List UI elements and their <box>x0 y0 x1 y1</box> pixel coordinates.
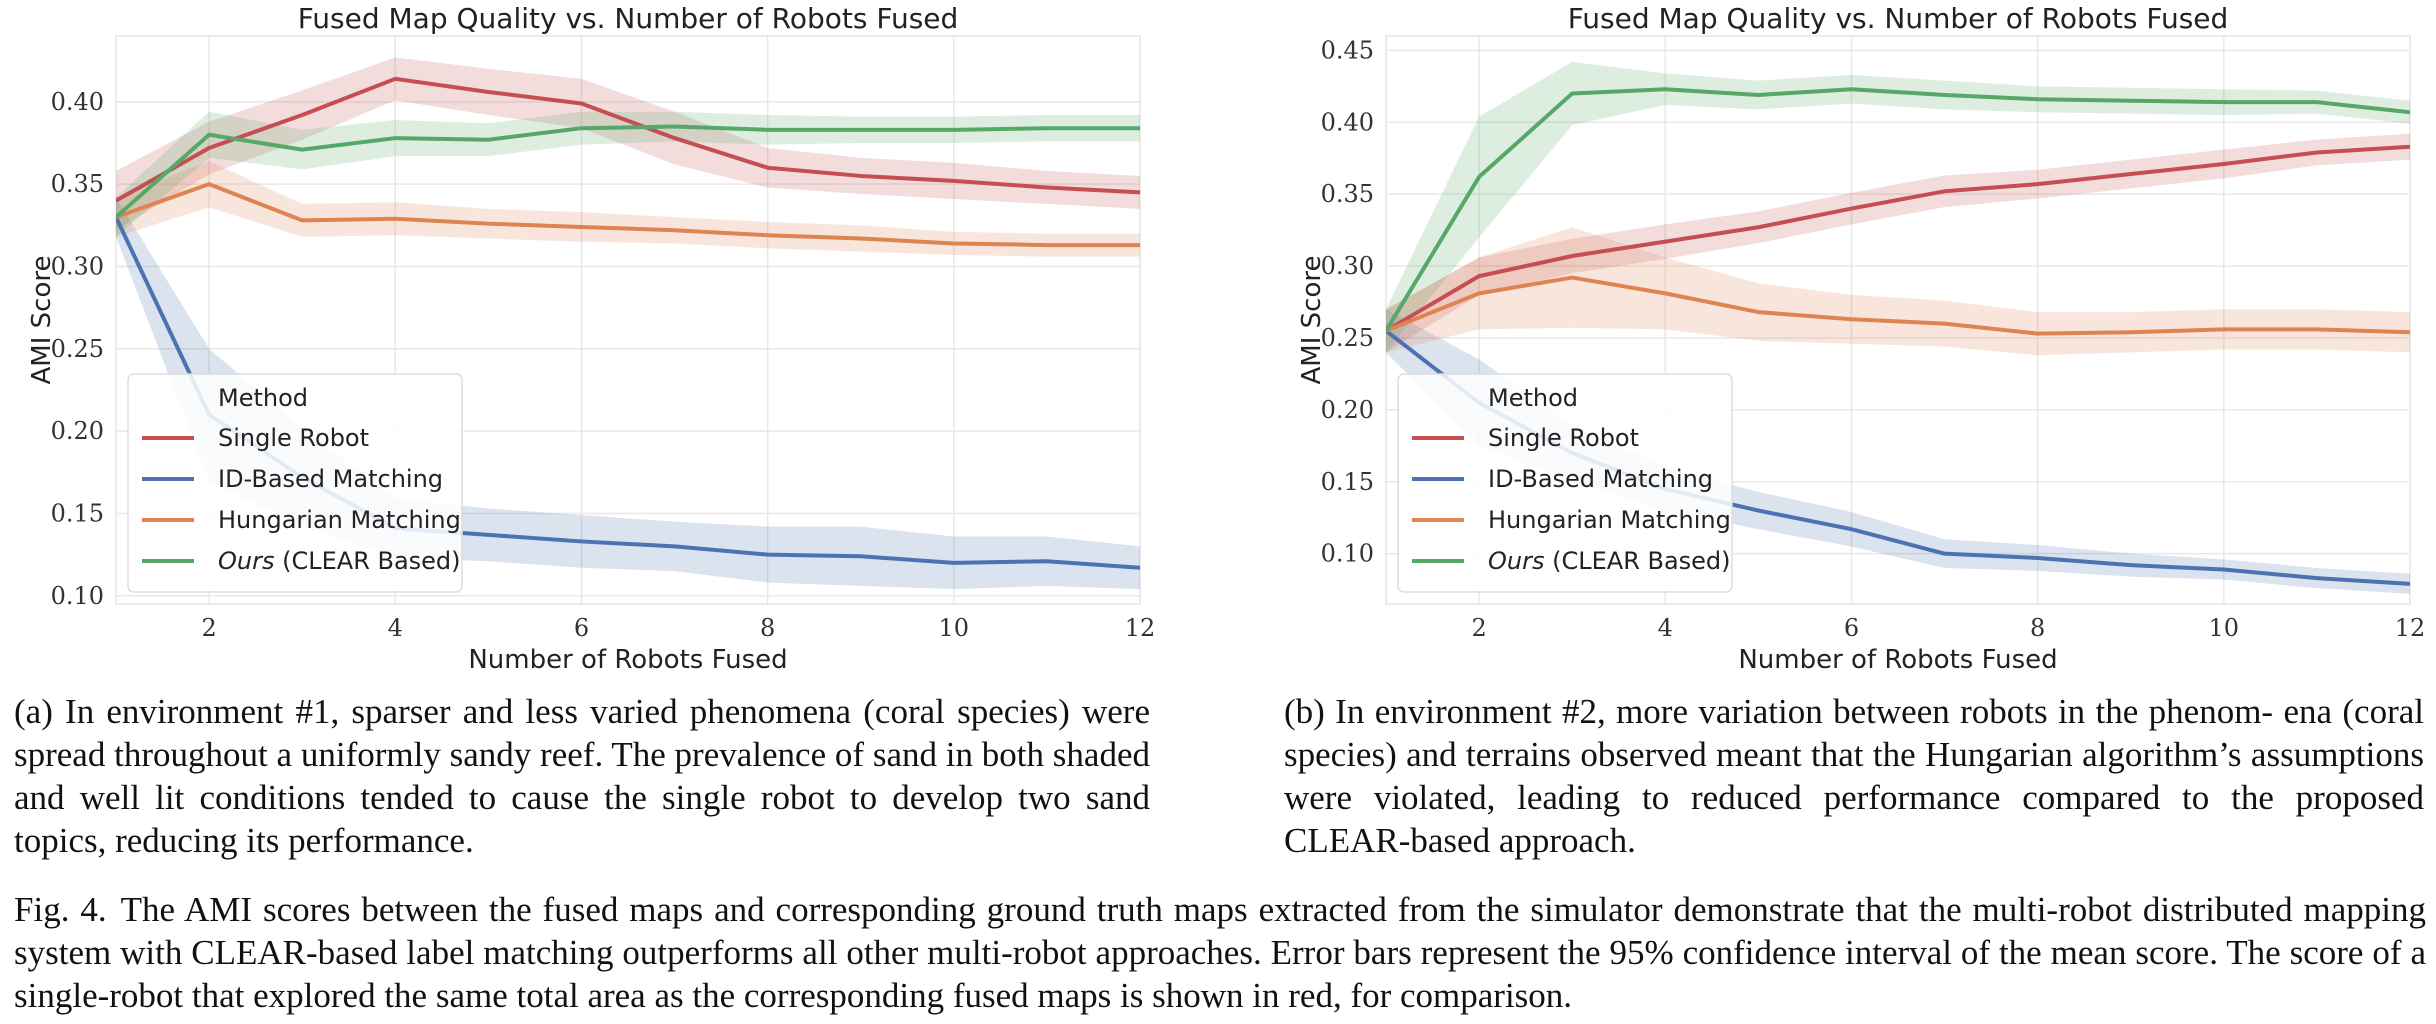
confidence-band <box>116 161 1140 257</box>
x-tick-label: 6 <box>574 614 589 642</box>
figure-caption-text: The AMI scores between the fused maps an… <box>14 890 2426 1015</box>
y-tick-label: 0.20 <box>1321 396 1374 424</box>
confidence-band <box>116 57 1140 231</box>
y-tick-label: 0.40 <box>51 88 104 116</box>
chart-panel-b: 2 4 6 8 10 12 0.10 0.15 0.20 0.25 0.30 0.35 0.40 0.45… <box>1270 0 2436 680</box>
x-axis-label: Number of Robots Fused <box>1738 645 2057 675</box>
y-tick-label: 0.25 <box>1321 324 1374 352</box>
chart-b-svg: 2 4 6 8 10 12 0.10 0.15 0.20 0.25 0.30 0.35 0.40 0.45… <box>1297 2 2426 675</box>
series-line <box>116 124 1140 219</box>
y-tick-label: 0.45 <box>1321 36 1374 64</box>
y-tick-label: 0.30 <box>51 252 104 280</box>
x-tick-label: 4 <box>1658 614 1673 642</box>
series-line <box>116 182 1140 248</box>
x-tick-label: 8 <box>760 614 775 642</box>
x-tick-label: 12 <box>1125 614 1156 642</box>
series-line <box>1386 275 2410 336</box>
legend-entry: Ours (CLEAR Based) <box>1488 547 1731 575</box>
confidence-band <box>1386 227 2410 356</box>
x-axis-label: Number of Robots Fused <box>468 645 787 675</box>
y-tick-label: 0.15 <box>51 499 104 527</box>
chart-title: Fused Map Quality vs. Number of Robots F… <box>298 2 959 35</box>
series-line <box>1386 87 2410 332</box>
x-tick-label: 4 <box>388 614 403 642</box>
y-tick-label: 0.10 <box>51 582 104 610</box>
series-line <box>1386 144 2410 333</box>
y-tick-label: 0.40 <box>1321 108 1374 136</box>
chart-title: Fused Map Quality vs. Number of Robots F… <box>1568 2 2229 35</box>
x-tick-label: 6 <box>1844 614 1859 642</box>
x-tick-label: 10 <box>939 614 970 642</box>
x-tick-label: 2 <box>201 614 216 642</box>
chart-a-svg: 2 4 6 8 10 12 0.10 0.15 0.20 0.25 0.30 0.35 0.40 Fuse… <box>27 2 1156 675</box>
legend-title: Method <box>1488 384 1578 412</box>
x-tick-label: 10 <box>2209 614 2240 642</box>
y-axis-label: AMI Score <box>1297 256 1327 385</box>
y-tick-label: 0.35 <box>51 170 104 198</box>
confidence-band <box>1386 61 2410 353</box>
legend-entry: Ours (CLEAR Based) <box>218 547 461 575</box>
y-tick-label: 0.15 <box>1321 468 1374 496</box>
y-tick-label: 0.20 <box>51 417 104 445</box>
series-line <box>116 76 1140 203</box>
x-tick-label: 2 <box>1471 614 1486 642</box>
legend-box <box>1397 373 1733 593</box>
legend-entry: Hungarian Matching <box>1488 506 1731 534</box>
legend-entry: ID-Based Matching <box>1488 465 1713 493</box>
legend-entry: Hungarian Matching <box>218 506 461 534</box>
legend-title: Method <box>218 384 308 412</box>
legend-entry: Single Robot <box>1488 424 1639 452</box>
y-tick-label: 0.30 <box>1321 252 1374 280</box>
legend-entry: Single Robot <box>218 424 369 452</box>
y-tick-label: 0.25 <box>51 335 104 363</box>
y-axis-label: AMI Score <box>27 256 57 385</box>
x-tick-label: 12 <box>2395 614 2426 642</box>
x-tick-label: 8 <box>2030 614 2045 642</box>
legend-entry: ID-Based Matching <box>218 465 443 493</box>
y-tick-label: 0.10 <box>1321 540 1374 568</box>
figure-caption: Fig. 4. The AMI scores between the fused … <box>14 888 2426 1017</box>
subcaption-b: (b) In environment #2, more variation be… <box>1284 692 2424 860</box>
subcaption-a: (a) In environment #1, sparser and less … <box>14 692 1150 860</box>
chart-panel-a: 2 4 6 8 10 12 0.10 0.15 0.20 0.25 0.30 0.35 0.40 Fuse… <box>0 0 1218 680</box>
legend-box <box>127 373 463 593</box>
y-tick-label: 0.35 <box>1321 180 1374 208</box>
figure-label: Fig. 4. <box>14 890 107 929</box>
confidence-band <box>116 111 1140 237</box>
